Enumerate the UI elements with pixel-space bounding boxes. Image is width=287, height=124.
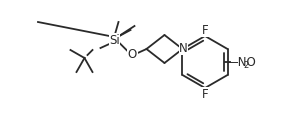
Text: N: N	[179, 42, 188, 55]
Text: Si: Si	[109, 33, 120, 46]
Text: O: O	[128, 47, 137, 61]
Text: F: F	[202, 24, 208, 36]
Text: F: F	[202, 88, 208, 100]
Text: —NO: —NO	[226, 56, 256, 68]
Text: 2: 2	[243, 61, 248, 69]
